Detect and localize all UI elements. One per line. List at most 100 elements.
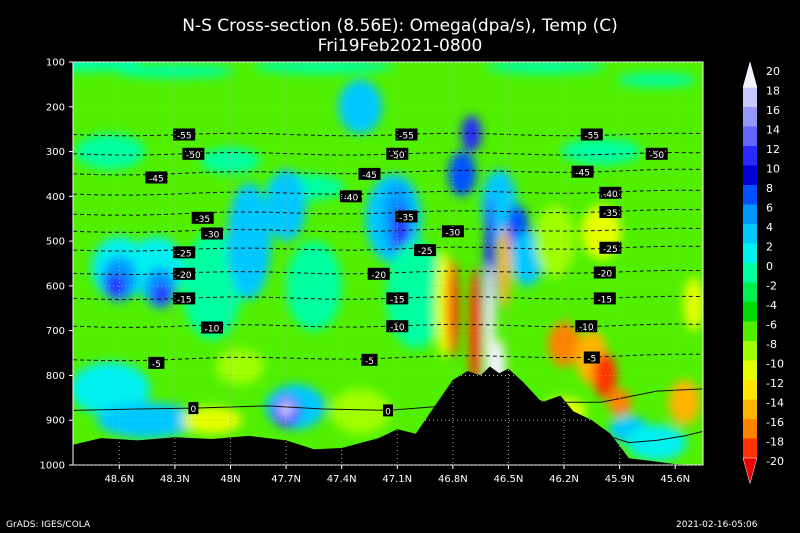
colorbar-segment (743, 185, 757, 205)
x-tick-label: 48.6N (104, 474, 134, 485)
colorbar-segment (743, 419, 757, 439)
footer-left: GrADS: IGES/COLA (6, 520, 91, 530)
colorbar-segment (743, 399, 757, 419)
temp-label: -50 (649, 151, 664, 161)
temp-label-box (580, 128, 603, 141)
colorbar-label: -8 (766, 338, 777, 351)
temp-label-box (367, 267, 390, 280)
temp-label-box (441, 225, 464, 238)
colorbar-label: -4 (766, 299, 777, 312)
temp-label-box (414, 244, 437, 257)
colorbar-label: 12 (766, 143, 780, 156)
temp-label-box (173, 128, 196, 141)
colorbar-label: 6 (766, 201, 773, 214)
colorbar-label: -6 (766, 318, 777, 331)
colorbar-label: -20 (766, 455, 784, 468)
temp-label-box (201, 227, 223, 240)
plot-area: -55 -55 -55-50 -50 -50-45 -45 -45-40 -40-35 -35-… (73, 62, 703, 465)
colorbar-label: 4 (766, 221, 773, 234)
isotherm-line (73, 168, 703, 176)
temp-label: -15 (177, 295, 192, 305)
temp-label: -50 (390, 151, 405, 161)
temp-label-box (645, 147, 668, 160)
temp-label-box (173, 246, 196, 259)
omega-blob (73, 361, 151, 416)
isotherm-line (600, 430, 703, 444)
colorbar-label: -2 (766, 279, 777, 292)
colorbar-segment (743, 87, 757, 107)
colorbar-segment (742, 61, 758, 88)
x-tick-label: 45.9N (605, 474, 635, 485)
y-tick-label: 100 (46, 58, 65, 69)
y-tick-label: 300 (46, 147, 65, 158)
temp-label-box (593, 292, 616, 305)
colorbar-segment (743, 321, 757, 341)
temp-label: -55 (399, 132, 414, 142)
temp-label: -25 (603, 245, 618, 255)
omega-blob (153, 283, 170, 307)
temp-label: -40 (603, 190, 618, 200)
isotherm-line (73, 208, 703, 216)
y-tick-label: 700 (46, 326, 65, 337)
omega-blob (446, 258, 459, 358)
omega-blob (461, 115, 482, 152)
temp-label: -20 (371, 271, 386, 281)
temp-label-box (173, 292, 196, 305)
temp-label-box (339, 190, 362, 203)
omega-blob (105, 274, 126, 298)
omega-blob (73, 62, 143, 72)
y-tick-label: 900 (46, 416, 65, 427)
omega-blob (548, 321, 580, 367)
omega-blob (75, 133, 146, 170)
colorbar-label: -10 (766, 357, 784, 370)
omega-blob (253, 62, 394, 74)
temp-label: -50 (186, 151, 201, 161)
colorbar-label: 14 (766, 123, 780, 136)
temp-label-box (173, 267, 196, 280)
x-tick-label: 45.6N (660, 474, 690, 485)
omega-blob (668, 379, 701, 425)
colorbar-label: -16 (766, 416, 784, 429)
temp-label-box (571, 165, 594, 178)
omega-blob (266, 169, 307, 242)
temp-label: -25 (177, 249, 192, 259)
omega-blob (182, 231, 242, 340)
temp-label-box (358, 167, 381, 180)
x-tick-label: 46.5N (494, 474, 524, 485)
colorbar-label: 2 (766, 240, 773, 253)
colorbar-segment (743, 380, 757, 400)
temp-label: -10 (205, 325, 220, 335)
omega-blob (200, 147, 261, 174)
omega-blob (215, 348, 264, 385)
x-tick-label: 48N (220, 474, 240, 485)
omega-blob (485, 62, 606, 74)
colorbar-label: 8 (766, 182, 773, 195)
temp-label: -45 (149, 175, 164, 185)
chart-title: N-S Cross-section (8.56E): Omega(dpa/s),… (182, 16, 618, 36)
temp-label-box (593, 266, 616, 279)
colorbar-segment (743, 282, 757, 302)
terrain-silhouette (73, 366, 703, 465)
colorbar-segment (742, 457, 758, 485)
temp-label: -35 (603, 209, 618, 219)
temp-label: -30 (446, 228, 461, 238)
temp-label: -5 (365, 357, 374, 367)
colorbar-label: 0 (766, 260, 773, 273)
colorbar-segment (743, 438, 757, 458)
omega-blob (338, 79, 383, 134)
colorbar-segment (743, 126, 757, 146)
omega-blob (498, 227, 511, 309)
isotherm-line (73, 189, 703, 196)
x-tick-label: 46.8N (438, 474, 468, 485)
temp-label: -55 (177, 132, 192, 142)
colorbar-label: -12 (766, 377, 784, 390)
temp-label: -20 (177, 271, 192, 281)
temp-label-box (599, 206, 622, 218)
omega-blob (683, 276, 703, 331)
temp-label: -30 (205, 231, 220, 241)
isotherm-line (73, 227, 703, 233)
temp-label: -45 (362, 171, 377, 181)
temp-label-box (191, 211, 214, 224)
colorbar-label: -14 (766, 396, 784, 409)
